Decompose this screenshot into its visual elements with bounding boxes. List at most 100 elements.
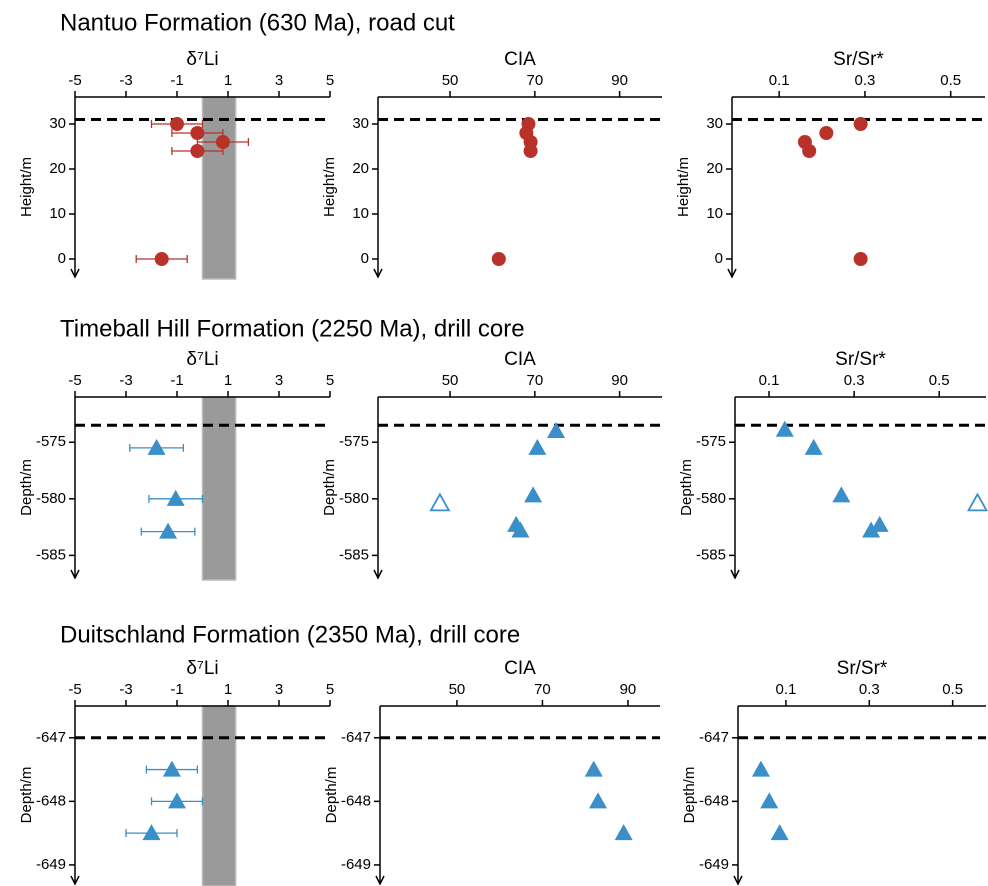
y-axis-label: Depth/m (18, 767, 35, 824)
data-point (775, 420, 794, 437)
y-axis-arrow (373, 268, 383, 279)
y-axis-label: Depth/m (678, 459, 695, 516)
y-tick-label: -580 (696, 490, 726, 507)
data-point (584, 760, 603, 777)
x-tick-label: 0.5 (940, 72, 961, 89)
data-point (166, 489, 185, 506)
data-point (170, 117, 184, 131)
data-point (802, 144, 817, 158)
y-tick-label: 10 (352, 205, 369, 222)
data-point (547, 421, 566, 438)
data-point (159, 522, 178, 539)
x-tick-label: -3 (119, 372, 132, 389)
y-tick-label: -585 (696, 546, 726, 563)
y-tick-label: 0 (58, 250, 66, 267)
data-point (614, 824, 633, 841)
y-tick-label: -648 (341, 792, 371, 809)
y-tick-label: -580 (339, 490, 369, 507)
data-point (760, 792, 779, 809)
y-tick-label: 20 (49, 160, 66, 177)
section-title: Duitschland Formation (2350 Ma), drill c… (60, 621, 520, 648)
y-tick-label: 10 (49, 205, 66, 222)
y-axis-label: Depth/m (323, 767, 340, 824)
data-point (142, 824, 161, 841)
x-axis-label: δ⁷Li (186, 49, 218, 70)
x-tick-label: -5 (68, 372, 81, 389)
data-point (154, 252, 169, 266)
y-tick-label: 30 (49, 115, 66, 132)
y-tick-label: -649 (699, 856, 729, 873)
data-point (215, 135, 230, 149)
data-point (524, 486, 543, 503)
y-tick-label: 30 (352, 115, 369, 132)
x-tick-label: 70 (534, 681, 551, 698)
y-axis-label: Height/m (321, 157, 338, 217)
y-axis-label: Depth/m (18, 459, 35, 516)
y-tick-label: -649 (341, 856, 371, 873)
x-axis-label: δ⁷Li (186, 349, 218, 370)
data-point (429, 492, 451, 512)
x-tick-label: 0.3 (855, 72, 876, 89)
x-tick-label: 1 (224, 681, 232, 698)
x-tick-label: -5 (68, 72, 81, 89)
reference-band (201, 705, 237, 886)
x-tick-label: 5 (326, 372, 334, 389)
y-tick-label: -647 (699, 729, 729, 746)
y-tick-label: -585 (36, 546, 66, 563)
x-axis-label: Sr/Sr* (835, 349, 886, 370)
x-tick-label: 50 (442, 72, 459, 89)
x-tick-label: 1 (224, 72, 232, 89)
x-tick-label: 0.3 (859, 681, 880, 698)
data-point (862, 521, 881, 538)
y-axis-arrow (70, 875, 80, 886)
data-point (147, 438, 166, 455)
data-point (491, 252, 506, 266)
reference-band (201, 396, 237, 581)
data-point (511, 521, 530, 538)
x-tick-label: 50 (449, 681, 466, 698)
x-tick-label: -1 (170, 72, 183, 89)
y-tick-label: 20 (706, 160, 723, 177)
y-tick-label: 0 (361, 250, 369, 267)
data-point (168, 792, 186, 809)
y-axis-arrow (375, 875, 385, 886)
x-tick-label: -3 (119, 72, 132, 89)
x-tick-label: 3 (275, 372, 283, 389)
x-tick-label: 0.1 (769, 72, 790, 89)
data-point (528, 438, 547, 455)
x-axis-label: CIA (504, 658, 536, 679)
x-tick-label: 1 (224, 372, 232, 389)
y-tick-label: 20 (352, 160, 369, 177)
x-tick-label: 5 (326, 72, 334, 89)
y-axis-label: Height/m (675, 157, 692, 217)
x-tick-label: -5 (68, 681, 81, 698)
x-axis-label: CIA (504, 49, 536, 70)
y-tick-label: -647 (341, 729, 371, 746)
x-axis-label: Sr/Sr* (833, 49, 884, 70)
data-point (589, 792, 608, 809)
y-axis-arrow (733, 875, 743, 886)
data-point (966, 492, 988, 512)
y-axis-arrow (373, 569, 383, 580)
y-tick-label: -649 (36, 856, 66, 873)
x-tick-label: 0.3 (844, 372, 865, 389)
y-tick-label: -648 (36, 792, 66, 809)
x-tick-label: 90 (611, 72, 628, 89)
x-tick-label: -1 (170, 372, 183, 389)
y-axis-label: Depth/m (321, 459, 338, 516)
x-tick-label: 0.1 (759, 372, 780, 389)
y-tick-label: 30 (706, 115, 723, 132)
y-tick-label: -648 (699, 792, 729, 809)
y-axis-label: Height/m (18, 157, 35, 217)
x-tick-label: 0.5 (942, 681, 963, 698)
x-tick-label: 70 (526, 372, 543, 389)
x-axis-label: Sr/Sr* (837, 658, 888, 679)
y-tick-label: 0 (715, 250, 723, 267)
data-point (853, 252, 868, 266)
data-point (832, 486, 851, 503)
data-point (751, 760, 770, 777)
y-tick-label: -575 (36, 433, 66, 450)
x-tick-label: 50 (442, 372, 459, 389)
